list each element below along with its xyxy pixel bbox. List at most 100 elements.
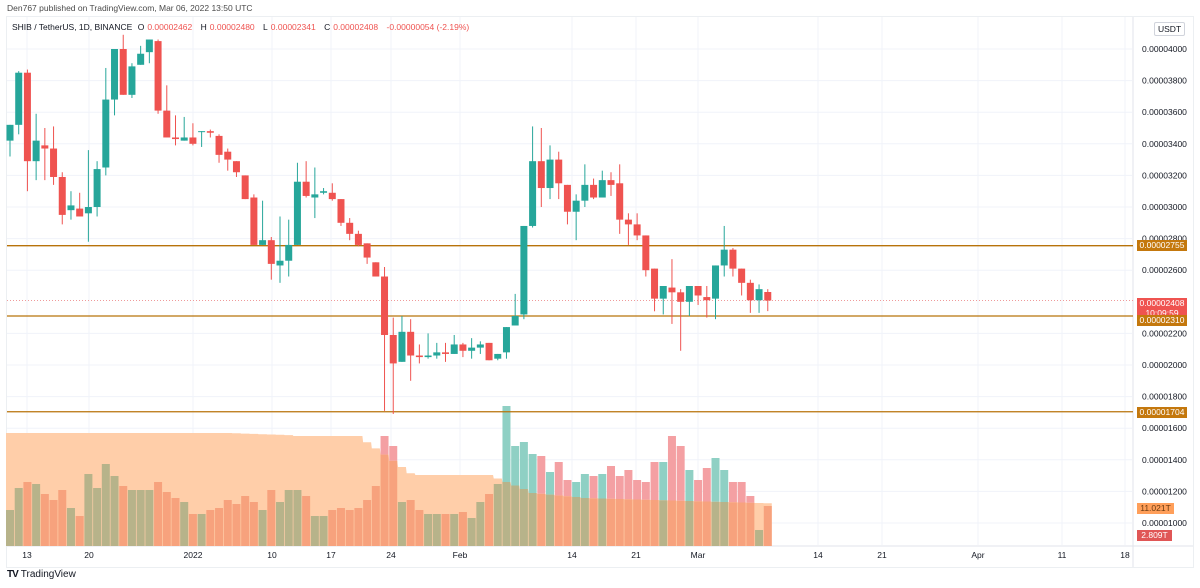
candle-body[interactable] <box>720 249 728 266</box>
candle-body[interactable] <box>572 200 580 212</box>
candle-body[interactable] <box>738 268 746 283</box>
candle-body[interactable] <box>241 175 249 200</box>
candle-body[interactable] <box>581 184 589 201</box>
candle-body[interactable] <box>50 148 58 177</box>
volume-bar <box>694 480 703 502</box>
candle-body[interactable] <box>442 352 449 354</box>
candle-body[interactable] <box>651 268 659 299</box>
candle-body[interactable] <box>232 161 240 173</box>
candle-body[interactable] <box>145 39 153 53</box>
candle-body[interactable] <box>67 205 75 211</box>
candle-body[interactable] <box>224 151 232 160</box>
candle-body[interactable] <box>76 208 84 217</box>
candle-body[interactable] <box>23 72 31 162</box>
candle-body[interactable] <box>320 191 328 193</box>
candle-body[interactable] <box>424 355 432 358</box>
candle-body[interactable] <box>285 244 293 261</box>
candle-body[interactable] <box>293 181 301 245</box>
candle-body[interactable] <box>659 286 667 299</box>
volume-bar <box>127 490 136 546</box>
candle-body[interactable] <box>468 347 476 351</box>
candle-body[interactable] <box>546 159 554 189</box>
candle-body[interactable] <box>433 352 441 356</box>
candle-body[interactable] <box>311 194 319 198</box>
candle-body[interactable] <box>685 286 693 302</box>
candle-body[interactable] <box>703 297 711 301</box>
candle-body[interactable] <box>137 53 145 65</box>
candle-body[interactable] <box>346 222 354 234</box>
candle-body[interactable] <box>32 140 40 162</box>
candle-body[interactable] <box>354 233 362 245</box>
candle-body[interactable] <box>485 342 493 361</box>
candle-body[interactable] <box>624 219 632 225</box>
candle-body[interactable] <box>163 110 171 138</box>
candle-body[interactable] <box>502 327 510 353</box>
candle-body[interactable] <box>337 199 345 223</box>
candle-body[interactable] <box>607 180 615 185</box>
candle-body[interactable] <box>415 355 423 358</box>
candle-body[interactable] <box>328 192 336 200</box>
candle-body[interactable] <box>111 49 119 100</box>
symbol-label[interactable]: SHIB / TetherUS, 1D, BINANCE <box>12 22 133 32</box>
candle-body[interactable] <box>267 240 275 264</box>
candle-body[interactable] <box>598 180 606 198</box>
candle-body[interactable] <box>189 137 197 144</box>
candle-body[interactable] <box>563 184 571 212</box>
volume-bar <box>75 516 84 546</box>
candle-body[interactable] <box>389 334 397 364</box>
candle-body[interactable] <box>729 249 737 269</box>
candle-body[interactable] <box>694 286 702 296</box>
candle-body[interactable] <box>198 131 206 133</box>
candle-body[interactable] <box>590 184 598 198</box>
candle-body[interactable] <box>712 265 720 299</box>
volume-bar <box>711 501 720 546</box>
candle-body[interactable] <box>511 316 519 326</box>
price-tick-label: 0.00001800 <box>1142 392 1187 402</box>
candle-body[interactable] <box>15 72 23 125</box>
candle-body[interactable] <box>102 99 110 168</box>
candle-body[interactable] <box>764 292 772 301</box>
candle-body[interactable] <box>642 235 650 271</box>
candle-body[interactable] <box>755 289 763 301</box>
candle-body[interactable] <box>206 131 214 133</box>
candle-body[interactable] <box>520 225 528 315</box>
candle-body[interactable] <box>633 224 641 236</box>
candle-body[interactable] <box>259 240 267 245</box>
candle-body[interactable] <box>171 137 179 140</box>
candle-body[interactable] <box>459 344 467 351</box>
candle-body[interactable] <box>215 135 223 155</box>
volume-bar <box>397 502 406 546</box>
candle-body[interactable] <box>119 49 127 95</box>
candle-body[interactable] <box>529 161 537 226</box>
candle-body[interactable] <box>363 243 371 258</box>
candle-body[interactable] <box>84 207 92 214</box>
candle-body[interactable] <box>372 262 380 277</box>
candle-body[interactable] <box>746 282 754 301</box>
candle-body[interactable] <box>677 292 685 302</box>
candle-body[interactable] <box>180 137 188 141</box>
candle-body[interactable] <box>154 41 162 111</box>
time-tick-label: 13 <box>22 550 32 560</box>
candle-body[interactable] <box>537 161 545 189</box>
volume-bar <box>493 484 502 546</box>
candle-body[interactable] <box>276 260 284 266</box>
candle-body[interactable] <box>41 145 49 149</box>
candle-body[interactable] <box>555 159 563 184</box>
candle-body[interactable] <box>616 183 624 220</box>
currency-button[interactable]: USDT <box>1154 22 1186 36</box>
candle-body[interactable] <box>381 276 389 335</box>
candle-body[interactable] <box>302 181 310 196</box>
candle-body[interactable] <box>250 197 258 245</box>
candle-body[interactable] <box>398 331 406 362</box>
candle-body[interactable] <box>58 176 66 215</box>
candle-body[interactable] <box>494 353 502 359</box>
candle-body[interactable] <box>450 344 458 354</box>
candle-body[interactable] <box>93 169 101 207</box>
candle-body[interactable] <box>668 287 676 293</box>
candle-body[interactable] <box>407 331 415 356</box>
candle-body[interactable] <box>476 344 484 348</box>
candle-body[interactable] <box>6 124 14 141</box>
candle-body[interactable] <box>128 66 136 95</box>
volume-bar <box>354 508 363 546</box>
